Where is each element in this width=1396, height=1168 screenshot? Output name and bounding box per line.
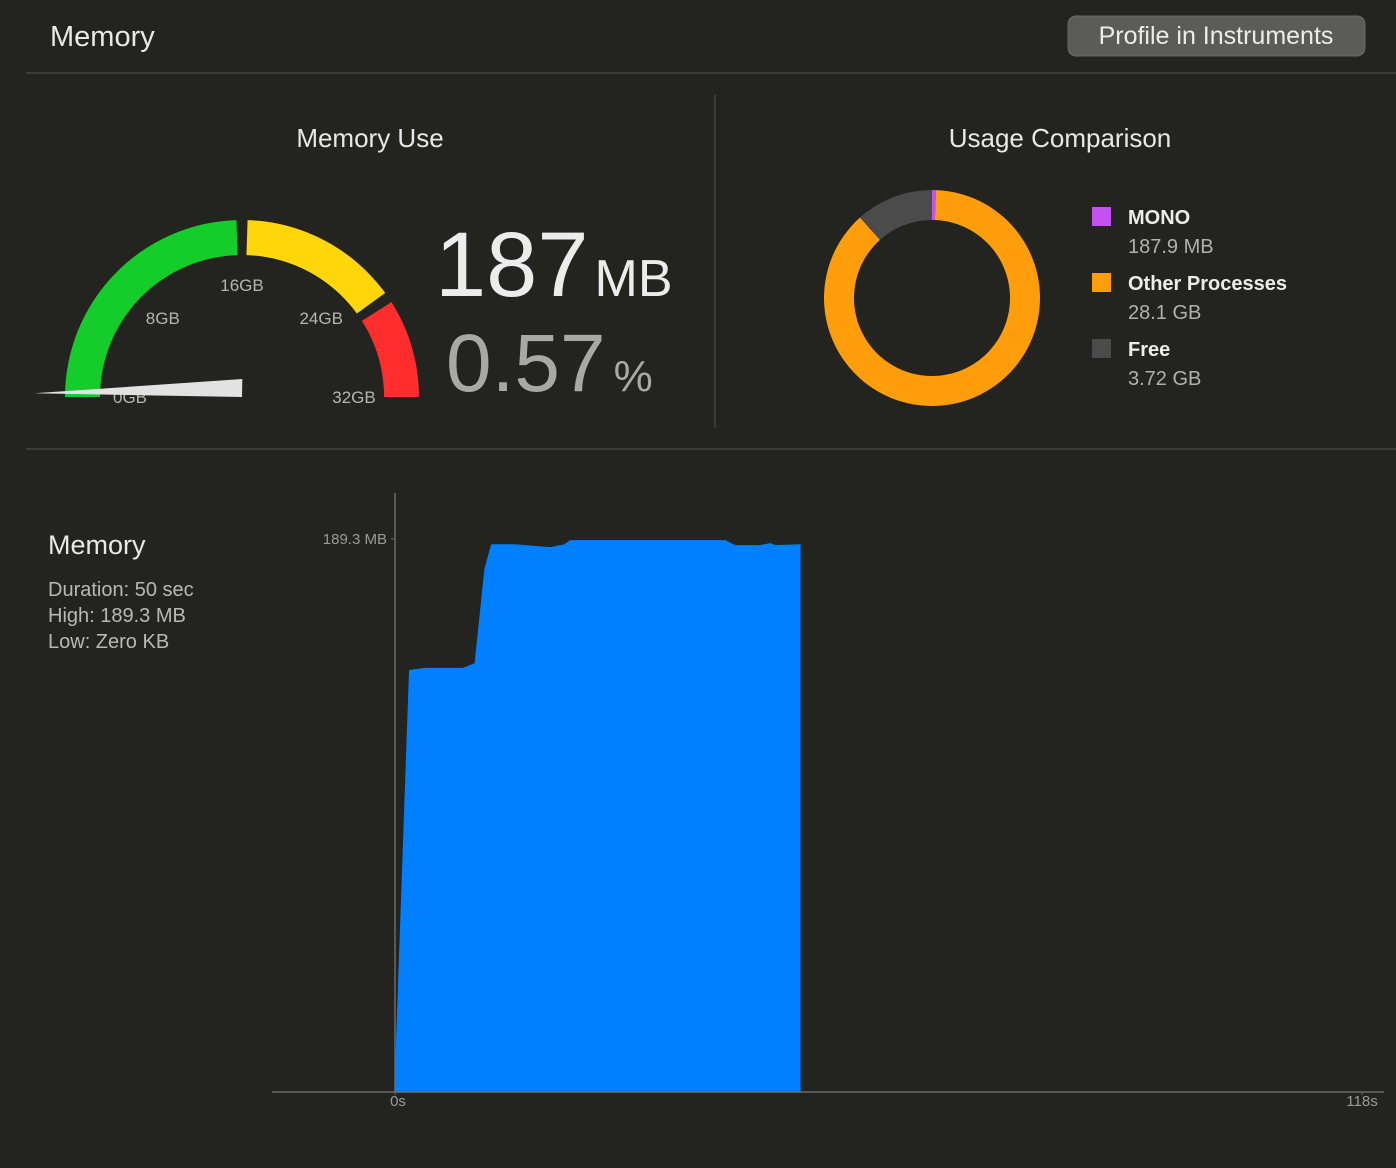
header-title: Memory xyxy=(50,21,155,53)
unit: MB xyxy=(595,250,673,308)
chart-title: Memory xyxy=(48,530,146,560)
legend-swatch xyxy=(1092,207,1111,226)
chart-subtitle: High: 189.3 MB xyxy=(48,605,186,627)
percent-value: 0.57% xyxy=(446,318,653,409)
gauge-zone xyxy=(361,302,419,397)
gauge-tick-label: 32GB xyxy=(332,388,375,407)
pie-title: Usage Comparison xyxy=(949,123,1172,153)
percent-unit: % xyxy=(614,352,653,401)
chart-subtitle: Low: Zero KB xyxy=(48,631,169,653)
legend-swatch xyxy=(1092,273,1111,292)
gauge-tick-label: 24GB xyxy=(299,309,342,328)
button-bg[interactable] xyxy=(1067,15,1366,57)
x-tick-label: 0s xyxy=(390,1093,406,1110)
y-tick-label: 189.3 MB xyxy=(323,531,387,548)
chart-subtitle: Duration: 50 sec xyxy=(48,579,194,601)
gauge-title: Memory Use xyxy=(296,123,443,153)
gauge-tick-label: 8GB xyxy=(146,309,180,328)
legend-name: Free xyxy=(1128,339,1170,361)
memory-value: 187 MB xyxy=(435,214,673,316)
gauge-needle xyxy=(34,379,243,397)
legend-name: MONO xyxy=(1128,207,1190,229)
legend-name: Other Processes xyxy=(1128,273,1287,295)
percent: 0.57 xyxy=(446,318,606,409)
legend-value: 28.1 GB xyxy=(1128,302,1201,324)
memory-area xyxy=(394,540,801,1093)
pie-slice xyxy=(859,190,932,240)
profile-button[interactable]: Profile in Instruments xyxy=(1067,15,1366,57)
gauge-tick-label: 16GB xyxy=(220,276,263,295)
pie-slice xyxy=(932,190,936,221)
gauge-zone xyxy=(246,220,386,314)
x-tick-label: 118s xyxy=(1346,1093,1377,1110)
legend-swatch xyxy=(1092,339,1111,358)
value: 187 xyxy=(435,214,589,316)
legend-value: 187.9 MB xyxy=(1128,236,1214,258)
gauge-zone xyxy=(65,220,238,397)
legend-value: 3.72 GB xyxy=(1128,368,1201,390)
button-label[interactable]: Profile in Instruments xyxy=(1099,22,1334,50)
